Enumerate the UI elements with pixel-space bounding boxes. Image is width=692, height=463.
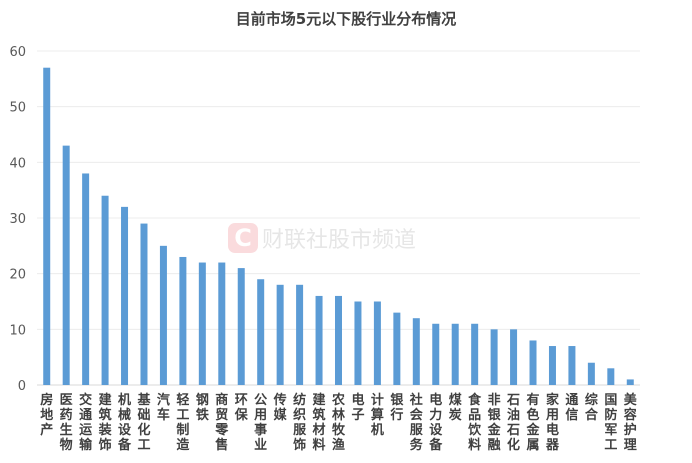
bar — [159, 245, 167, 385]
x-tick-label: 交通运输 — [79, 392, 93, 453]
x-tick-label: 房地产 — [40, 392, 53, 438]
y-tick-label: 60 — [9, 45, 26, 60]
bar — [587, 362, 595, 385]
watermark: C 财联社股市频道 — [228, 222, 416, 254]
bar — [276, 284, 284, 385]
watermark-logo: C — [228, 223, 258, 253]
bar — [218, 262, 226, 385]
watermark-text: 财联社股市频道 — [262, 228, 417, 253]
bar — [82, 173, 90, 385]
x-tick-label: 轻工制造 — [176, 392, 190, 453]
bar — [101, 195, 109, 385]
bar — [529, 340, 537, 385]
bar — [412, 318, 420, 385]
x-tick-label: 汽车 — [157, 392, 170, 423]
chart-title: 目前市场5元以下股行业分布情况 — [235, 10, 457, 28]
x-tick-label: 机械设备 — [117, 392, 132, 453]
x-tick-label: 社会服务 — [409, 392, 424, 453]
x-tick-label: 电力设备 — [428, 392, 443, 453]
x-tick-label: 传媒 — [273, 392, 288, 423]
bar — [237, 268, 245, 385]
bar — [354, 301, 362, 385]
bar — [451, 323, 459, 385]
bar — [373, 301, 381, 385]
y-tick-label: 40 — [9, 156, 26, 171]
x-tick-label: 通信 — [565, 392, 578, 423]
x-tick-label: 石油石化 — [506, 393, 520, 453]
bar — [548, 346, 556, 385]
bar — [393, 312, 401, 385]
x-tick-label: 医药生物 — [60, 393, 73, 453]
x-tick-label: 银行 — [389, 392, 404, 423]
bar — [296, 284, 304, 385]
bar — [626, 379, 634, 385]
y-tick-label: 20 — [9, 268, 26, 283]
x-tick-label: 公用事业 — [253, 393, 267, 453]
x-tick-label: 煤炭 — [449, 392, 462, 423]
x-tick-label: 国防军工 — [604, 393, 617, 453]
bar — [179, 256, 187, 385]
bar — [121, 206, 129, 385]
bar — [490, 329, 498, 385]
x-tick-label: 非银金融 — [487, 392, 502, 453]
x-tick-label: 纺织服饰 — [293, 392, 307, 453]
y-tick-label: 0 — [18, 379, 26, 394]
x-tick-label: 计算机 — [371, 392, 384, 438]
y-tick-label: 50 — [9, 101, 26, 116]
x-tick-label: 建筑材料 — [313, 392, 326, 453]
x-tick-label: 建筑装饰 — [98, 392, 112, 453]
bar — [43, 67, 51, 385]
bar — [62, 145, 70, 385]
bar — [140, 223, 148, 385]
bar — [510, 329, 518, 385]
bar — [335, 295, 342, 385]
x-tick-label: 综合 — [585, 392, 599, 423]
x-tick-label: 家用电器 — [545, 392, 560, 453]
x-tick-label: 电子 — [351, 392, 364, 423]
x-tick-label: 商贸零售 — [214, 392, 229, 453]
y-tick-label: 10 — [9, 323, 26, 338]
bar — [568, 346, 576, 385]
x-tick-label: 农林牧渔 — [331, 392, 346, 453]
bar — [432, 323, 440, 385]
y-tick-label: 30 — [9, 212, 26, 227]
bar — [315, 295, 323, 385]
bar — [198, 262, 206, 385]
x-tick-label: 环保 — [234, 393, 249, 423]
bar — [607, 368, 615, 385]
bar — [471, 323, 479, 385]
x-tick-label: 美容护理 — [623, 392, 638, 453]
bar — [257, 279, 265, 385]
x-tick-label: 基础化工 — [136, 392, 151, 453]
x-tick-label: 有色金属 — [526, 392, 541, 453]
x-tick-label: 食品饮料 — [467, 392, 482, 453]
x-tick-label: 钢铁 — [195, 392, 209, 423]
